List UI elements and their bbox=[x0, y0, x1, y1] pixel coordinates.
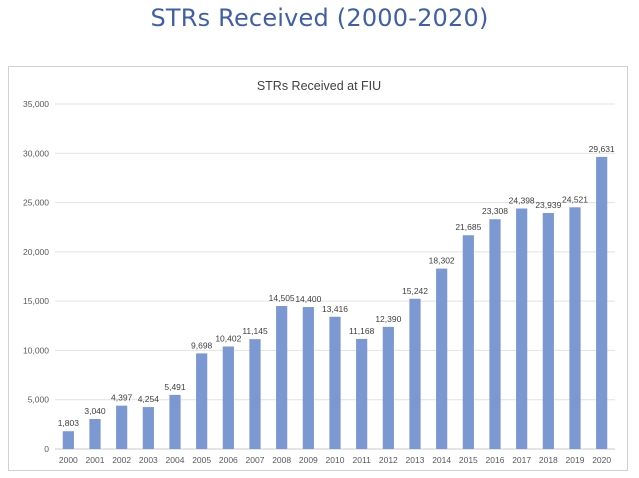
x-tick-label: 2005 bbox=[192, 455, 211, 465]
bar bbox=[462, 235, 474, 449]
x-tick-label: 2001 bbox=[86, 455, 105, 465]
data-label: 24,521 bbox=[562, 194, 588, 204]
bar bbox=[62, 431, 74, 449]
data-label: 24,398 bbox=[509, 196, 535, 206]
bar bbox=[142, 407, 154, 449]
x-tick-label: 2007 bbox=[246, 455, 265, 465]
data-label: 15,242 bbox=[402, 286, 428, 296]
x-tick-label: 2002 bbox=[112, 455, 131, 465]
data-label: 14,505 bbox=[269, 293, 295, 303]
bar bbox=[196, 353, 208, 449]
x-tick-label: 2000 bbox=[59, 455, 78, 465]
bar bbox=[596, 156, 608, 449]
bar bbox=[249, 339, 261, 449]
bar bbox=[169, 394, 181, 449]
x-tick-label: 2009 bbox=[299, 455, 318, 465]
data-label: 12,390 bbox=[375, 314, 401, 324]
bar bbox=[329, 316, 341, 449]
bar bbox=[302, 307, 314, 449]
slide-title: STRs Received (2000-2020) bbox=[150, 4, 489, 32]
y-tick-label: 10,000 bbox=[23, 345, 49, 355]
x-tick-label: 2011 bbox=[353, 455, 372, 465]
data-label: 4,397 bbox=[111, 393, 133, 403]
bar bbox=[89, 419, 101, 449]
bar-chart: STRs Received at FIU 0 5,000 10,000 15,000 2… bbox=[23, 79, 615, 465]
chart-title: STRs Received at FIU bbox=[257, 79, 381, 93]
data-label: 14,400 bbox=[295, 294, 321, 304]
x-tick-label: 2004 bbox=[166, 455, 185, 465]
x-tick-label: 2010 bbox=[326, 455, 345, 465]
bar bbox=[116, 405, 128, 449]
bar bbox=[489, 219, 501, 449]
bar bbox=[542, 213, 554, 449]
x-tick-label: 2020 bbox=[592, 455, 611, 465]
data-label: 21,685 bbox=[455, 222, 481, 232]
gridlines bbox=[55, 103, 615, 401]
data-label: 1,803 bbox=[58, 418, 80, 428]
data-label: 13,416 bbox=[322, 304, 348, 314]
x-tick-label: 2019 bbox=[566, 455, 585, 465]
x-tick-label: 2012 bbox=[379, 455, 398, 465]
data-label: 23,308 bbox=[482, 206, 508, 216]
bar bbox=[222, 346, 234, 449]
bar bbox=[569, 207, 581, 449]
x-tick-label: 2013 bbox=[406, 455, 425, 465]
y-tick-label: 0 bbox=[44, 444, 49, 454]
y-tick-label: 25,000 bbox=[23, 198, 49, 208]
y-tick-label: 35,000 bbox=[23, 99, 49, 109]
data-label: 3,040 bbox=[84, 406, 106, 416]
data-label: 9,698 bbox=[191, 340, 213, 350]
data-label: 10,402 bbox=[215, 333, 241, 343]
data-label: 29,631 bbox=[589, 144, 615, 154]
y-tick-label: 5,000 bbox=[28, 395, 50, 405]
x-tick-label: 2015 bbox=[459, 455, 478, 465]
bar bbox=[436, 268, 448, 449]
y-tick-label: 30,000 bbox=[23, 148, 49, 158]
y-tick-label: 15,000 bbox=[23, 296, 49, 306]
bar bbox=[382, 326, 394, 449]
bar bbox=[356, 338, 368, 449]
data-label: 11,168 bbox=[349, 326, 375, 336]
y-tick-label: 20,000 bbox=[23, 247, 49, 257]
x-tick-label: 2006 bbox=[219, 455, 238, 465]
bar bbox=[516, 208, 528, 449]
x-tick-label: 2003 bbox=[139, 455, 158, 465]
data-label: 11,145 bbox=[242, 326, 268, 336]
x-tick-label: 2016 bbox=[486, 455, 505, 465]
x-tick-label: 2008 bbox=[272, 455, 291, 465]
data-label: 4,254 bbox=[138, 394, 160, 404]
bars bbox=[62, 156, 608, 449]
data-label: 5,491 bbox=[164, 382, 186, 392]
x-tick-label: 2018 bbox=[539, 455, 558, 465]
x-tick-label: 2017 bbox=[512, 455, 531, 465]
chart-container: STRs Received at FIU 0 5,000 10,000 15,000 2… bbox=[8, 66, 628, 471]
bar bbox=[409, 298, 421, 449]
bar bbox=[276, 306, 288, 449]
data-label: 23,939 bbox=[535, 200, 561, 210]
data-label: 18,302 bbox=[429, 256, 455, 266]
x-tick-label: 2014 bbox=[432, 455, 451, 465]
